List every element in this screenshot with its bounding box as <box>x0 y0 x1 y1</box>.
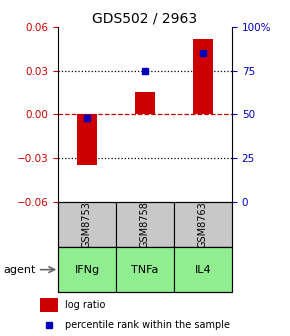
Bar <box>174 247 232 292</box>
Bar <box>135 92 155 114</box>
Bar <box>116 202 174 247</box>
Text: IL4: IL4 <box>195 265 211 275</box>
Text: IFNg: IFNg <box>75 265 99 275</box>
Bar <box>116 247 174 292</box>
Bar <box>40 298 58 312</box>
Bar <box>58 202 116 247</box>
Text: log ratio: log ratio <box>66 300 106 310</box>
Title: GDS502 / 2963: GDS502 / 2963 <box>93 12 197 26</box>
Text: GSM8753: GSM8753 <box>82 201 92 248</box>
Text: GSM8763: GSM8763 <box>198 201 208 248</box>
Bar <box>58 247 116 292</box>
Text: TNFa: TNFa <box>131 265 159 275</box>
Bar <box>77 114 97 165</box>
Text: GSM8758: GSM8758 <box>140 201 150 248</box>
Bar <box>193 39 213 114</box>
Text: percentile rank within the sample: percentile rank within the sample <box>66 320 231 330</box>
Bar <box>174 202 232 247</box>
Text: agent: agent <box>3 265 35 276</box>
